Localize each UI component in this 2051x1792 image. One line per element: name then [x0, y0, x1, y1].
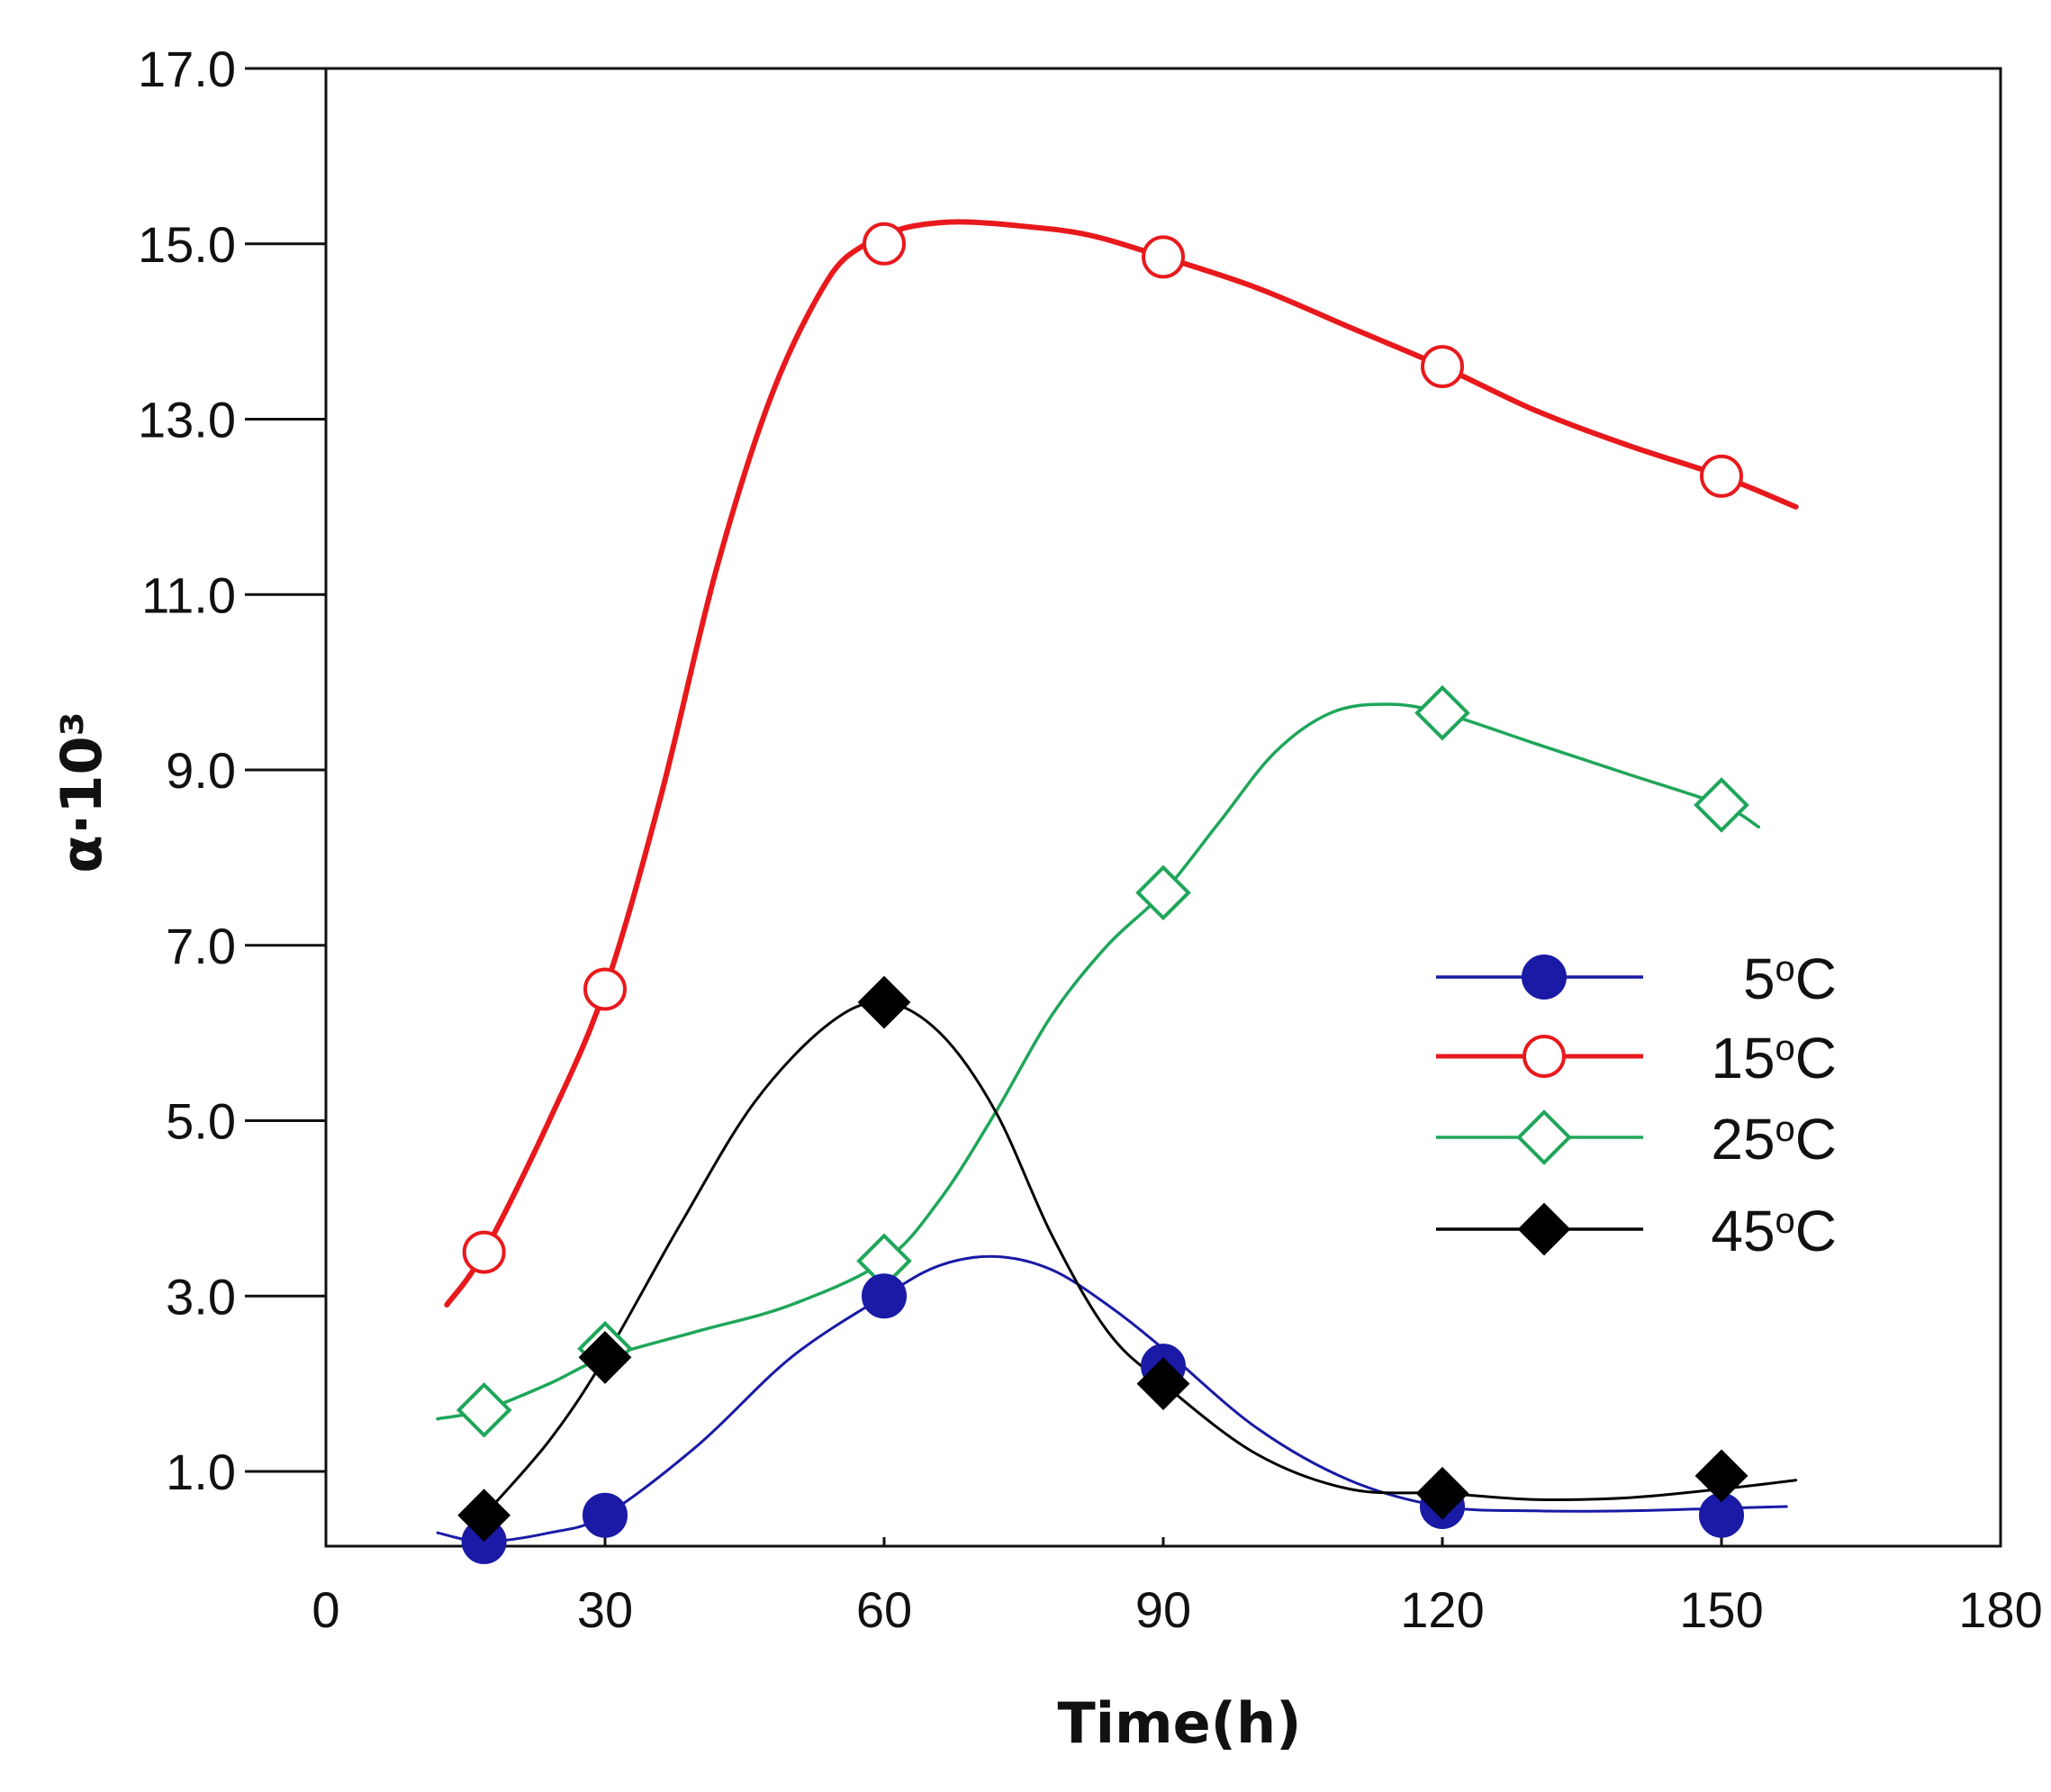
y-tick-label: 1.0: [166, 1444, 236, 1500]
legend-label: 15oC: [1711, 1026, 1837, 1091]
data-point-series-2: [863, 222, 906, 266]
y-tick-label: 17.0: [138, 41, 236, 97]
x-tick-label: 180: [1958, 1581, 2042, 1638]
legend-entry-1: 5oC: [1436, 946, 1837, 1011]
x-tick-label: 60: [856, 1581, 912, 1638]
data-point-series-2: [462, 1230, 506, 1274]
data-point-series-4: [1694, 1449, 1748, 1503]
data-point-series-3: [1414, 684, 1470, 741]
legend-label: 45oC: [1711, 1199, 1837, 1263]
series-curves: [436, 219, 1799, 1543]
y-tick-label: 11.0: [141, 566, 236, 623]
data-point-series-4: [578, 1330, 632, 1384]
legend-marker: [1516, 1109, 1572, 1165]
legend-entry-2: 15oC: [1436, 1026, 1837, 1091]
legend: 5oC 15oC 25oC 45oC: [1436, 946, 1837, 1263]
series-line-1: [436, 1254, 1788, 1543]
data-point-series-2: [1421, 345, 1464, 389]
data-point-series-3: [1694, 777, 1749, 833]
data-point-series-2: [1142, 235, 1185, 279]
y-tick-label: 3.0: [166, 1268, 236, 1325]
x-tick-label: 150: [1679, 1581, 1763, 1638]
axes-layer: 1.0 3.0 5.0 7.0 9.0 11.0 13.0 15.0 17.0 0 30 60 90 12…: [138, 41, 2043, 1638]
data-point-series-4: [1415, 1466, 1469, 1520]
data-point-series-4: [1136, 1357, 1190, 1411]
y-tick-label: 7.0: [166, 918, 236, 974]
data-point-series-4: [457, 1489, 511, 1543]
y-tick-label: 9.0: [166, 742, 236, 799]
legend-marker: [1522, 1035, 1566, 1078]
legend-label: 5oC: [1743, 946, 1837, 1011]
data-point-series-3: [1135, 864, 1191, 921]
legend-marker: [1517, 1202, 1571, 1256]
series-line-3: [436, 702, 1761, 1421]
data-point-series-3: [456, 1382, 512, 1438]
data-point-series-2: [583, 967, 627, 1011]
series-markers: [456, 222, 1749, 1564]
legend-marker: [1522, 955, 1567, 1000]
x-axis-title: Time(h): [1057, 1690, 1301, 1756]
data-point-series-1: [583, 1492, 628, 1538]
y-axis-title: α·10³: [49, 711, 114, 873]
series-line-2: [444, 219, 1799, 1308]
x-tick-label: 90: [1135, 1581, 1191, 1638]
y-tick-label: 5.0: [166, 1093, 236, 1150]
x-tick-label: 0: [312, 1581, 339, 1638]
x-tick-label: 30: [577, 1581, 633, 1638]
series-line-4: [483, 1000, 1798, 1517]
data-point-series-1: [862, 1273, 907, 1319]
data-point-series-4: [857, 975, 911, 1029]
y-tick-label: 13.0: [138, 392, 236, 448]
plot-frame: [324, 67, 2002, 1548]
y-tick-label: 15.0: [138, 216, 236, 273]
legend-entry-4: 45oC: [1436, 1199, 1837, 1263]
legend-entry-3: 25oC: [1436, 1107, 1837, 1172]
x-tick-label: 120: [1400, 1581, 1484, 1638]
legend-label: 25oC: [1711, 1107, 1837, 1172]
data-point-series-2: [1700, 454, 1743, 498]
